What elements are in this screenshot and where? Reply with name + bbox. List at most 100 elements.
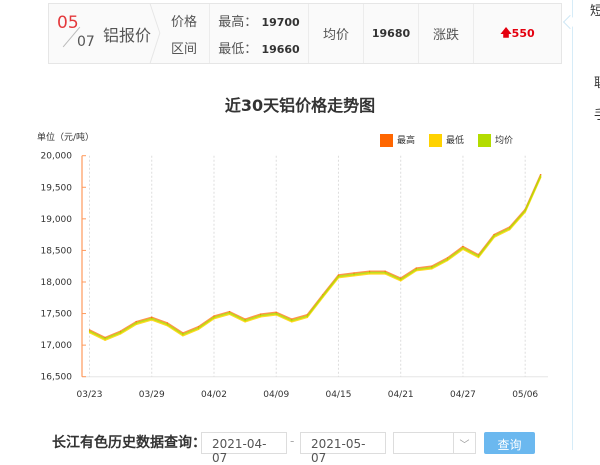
- data-point: [337, 274, 340, 276]
- price-summary: 05 07 铝报价 价格区间 最高： 19700 最低： 19660 均价 19…: [48, 3, 562, 64]
- data-point: [228, 312, 231, 314]
- data-point: [151, 316, 153, 318]
- x-tick-label: 03/23: [77, 390, 103, 400]
- day: 07: [77, 34, 95, 50]
- arrow-up-icon: 🡅: [500, 26, 512, 39]
- data-point: [260, 313, 262, 315]
- data-point: [477, 255, 480, 257]
- data-point: [509, 227, 511, 229]
- y-tick-label: 20,000: [41, 152, 73, 162]
- side-divider: [572, 0, 573, 450]
- data-point: [493, 235, 495, 237]
- y-tick-label: 19,500: [41, 183, 73, 193]
- y-tick-label: 17,500: [41, 310, 73, 320]
- legend-item-avg[interactable]: 均价: [478, 133, 513, 147]
- legend-item-high[interactable]: 最高: [380, 133, 415, 147]
- data-point: [540, 174, 542, 176]
- date-separator: -: [290, 434, 295, 448]
- label-price: 价格: [170, 14, 197, 30]
- side-item[interactable]: 联: [594, 72, 600, 91]
- low-label: 最低：: [218, 41, 258, 57]
- x-tick-label: 03/29: [139, 390, 165, 400]
- data-point: [244, 319, 246, 322]
- x-tick-label: 04/27: [450, 390, 476, 400]
- chart-title: 近30天铝价格走势图: [224, 96, 376, 115]
- data-point: [400, 280, 402, 282]
- chevron-right-icon: [149, 4, 161, 63]
- product-name: 铝报价: [103, 26, 152, 45]
- label-range: 区间: [170, 41, 197, 57]
- data-point: [213, 316, 215, 318]
- data-point: [306, 316, 308, 318]
- data-point: [415, 268, 417, 270]
- data-point: [197, 327, 200, 329]
- high-low: 最高： 19700 最低： 19660: [209, 4, 308, 63]
- data-point: [322, 295, 324, 297]
- series-line-low: [89, 176, 542, 341]
- product-select[interactable]: ﹀: [393, 432, 476, 454]
- data-point: [291, 321, 293, 323]
- data-point: [275, 311, 277, 313]
- x-tick-label: 04/09: [263, 390, 289, 400]
- data-point: [368, 270, 371, 272]
- series-line-avg: [89, 175, 542, 340]
- data-point: [104, 339, 106, 341]
- data-point: [260, 314, 262, 317]
- x-tick-label: 04/02: [201, 390, 227, 400]
- start-date-input[interactable]: 2021-04-07: [201, 432, 287, 465]
- legend: 最高 最低 均价: [380, 133, 513, 147]
- query-button[interactable]: 查询: [484, 432, 535, 454]
- data-point: [477, 256, 480, 258]
- change-number: 550: [511, 27, 535, 40]
- data-point: [353, 273, 355, 276]
- y-tick-label: 18,000: [41, 278, 73, 288]
- line-chart: 03/23 03/29 04/02 04/09 04/15 04/21 04/27 05/06…: [41, 152, 548, 400]
- data-point: [337, 275, 340, 277]
- data-point: [151, 318, 153, 320]
- data-point: [368, 273, 371, 275]
- data-point: [182, 333, 184, 335]
- data-point: [244, 321, 246, 323]
- side-item[interactable]: 手: [594, 104, 600, 123]
- data-point: [135, 322, 137, 324]
- data-point: [120, 331, 122, 334]
- avg-value: 19680: [363, 4, 418, 63]
- high-value: 19700: [261, 15, 300, 29]
- y-tick-label: 17,000: [41, 341, 73, 351]
- data-point: [462, 246, 464, 248]
- data-point: [462, 247, 464, 249]
- chevron-down-icon: ﹀: [453, 433, 475, 453]
- data-point: [368, 271, 371, 274]
- data-point: [275, 312, 277, 315]
- data-point: [524, 210, 526, 212]
- data-point: [88, 329, 91, 331]
- side-item[interactable]: 短: [590, 4, 600, 19]
- data-point: [540, 175, 542, 177]
- low-value: 19660: [261, 42, 300, 56]
- data-point: [431, 266, 433, 269]
- data-point: [415, 267, 417, 269]
- data-point: [384, 270, 386, 272]
- data-point: [228, 311, 231, 313]
- end-date-input[interactable]: 2021-05-07: [300, 432, 386, 465]
- x-tick-label: 04/21: [388, 390, 414, 400]
- y-tick-label: 16,500: [41, 373, 73, 383]
- data-point: [384, 271, 386, 274]
- data-point: [306, 315, 308, 317]
- data-point: [166, 322, 168, 324]
- data-point: [135, 321, 137, 323]
- avg-label: 均价: [308, 4, 363, 63]
- data-point: [104, 338, 106, 340]
- data-point: [182, 335, 184, 337]
- data-point: [446, 258, 448, 260]
- data-point: [213, 315, 215, 317]
- data-point: [88, 330, 91, 332]
- high-label: 最高：: [218, 14, 258, 30]
- data-point: [353, 275, 355, 277]
- change-label: 涨跌: [418, 4, 473, 63]
- month: 05: [57, 13, 79, 33]
- data-point: [166, 323, 168, 325]
- y-tick-label: 18,500: [41, 246, 73, 256]
- data-point: [353, 272, 355, 274]
- legend-item-low[interactable]: 最低: [429, 133, 464, 147]
